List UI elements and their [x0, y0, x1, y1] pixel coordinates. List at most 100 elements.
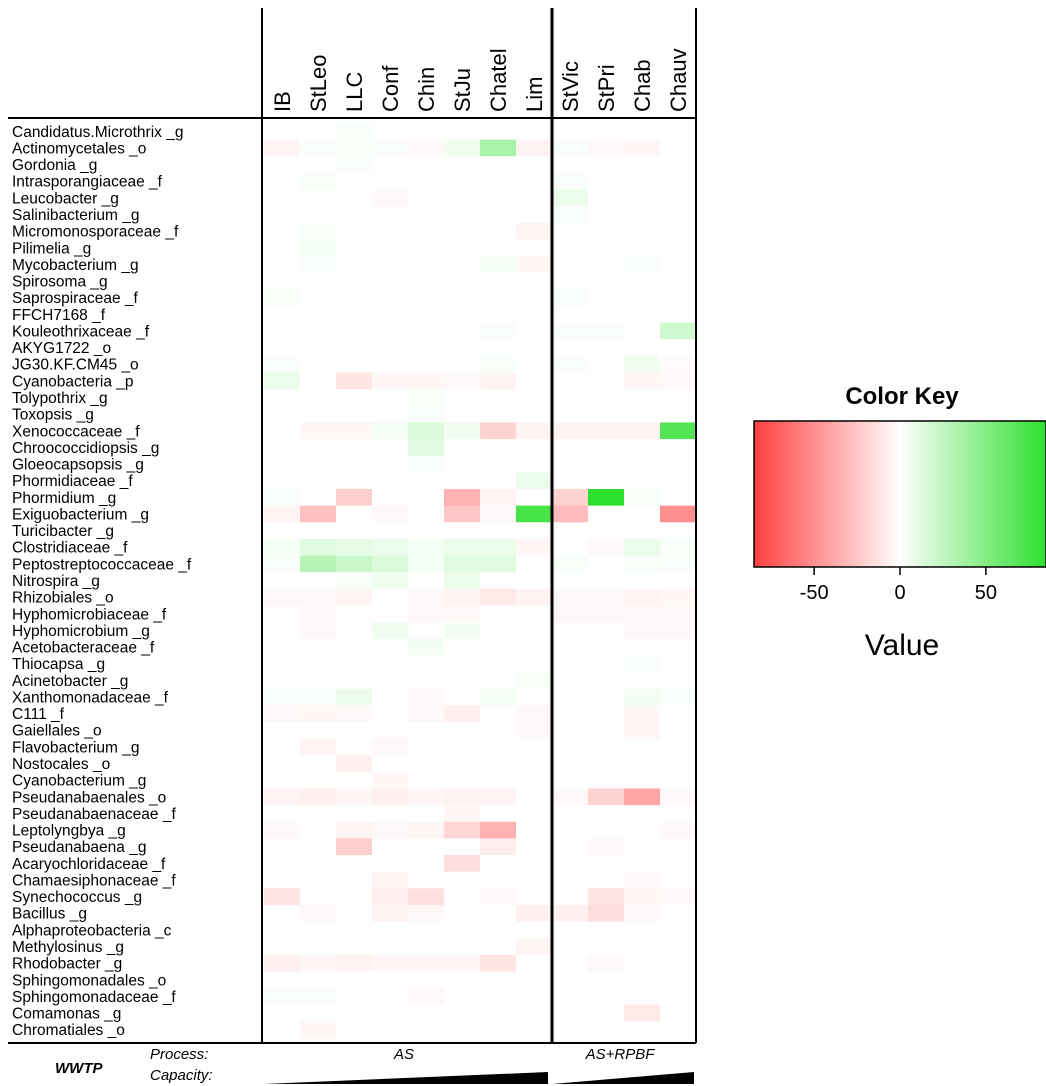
capacity-label: Capacity:	[150, 1067, 213, 1084]
heatmap-cell	[624, 206, 661, 224]
heatmap-cell	[624, 422, 661, 440]
heatmap-cell	[480, 588, 517, 606]
heatmap-cell	[480, 355, 517, 374]
heatmap-cell	[588, 405, 625, 423]
heatmap-cell	[516, 422, 553, 440]
heatmap-cell	[408, 954, 445, 972]
heatmap-cell	[372, 738, 409, 756]
heatmap-cell	[516, 322, 553, 340]
heatmap-cell	[588, 422, 625, 440]
heatmap-cell	[480, 871, 517, 889]
heatmap-cell	[660, 272, 697, 290]
heatmap-cell	[408, 272, 445, 290]
heatmap-cell	[480, 605, 517, 623]
heatmap-cell	[516, 771, 553, 789]
heatmap-cell	[336, 788, 373, 806]
heatmap-cell	[300, 572, 337, 590]
heatmap-cell	[552, 655, 589, 673]
heatmap-cell	[516, 489, 553, 507]
heatmap-cell	[336, 172, 373, 191]
heatmap-cell	[624, 904, 661, 923]
heatmap-cell	[516, 605, 553, 623]
process-label: Process:	[150, 1046, 208, 1063]
heatmap-cell	[300, 1021, 337, 1039]
heatmap-cell	[264, 688, 301, 706]
color-key-xlabel: Value	[865, 629, 940, 662]
heatmap-cell	[624, 805, 661, 823]
heatmap-cell	[336, 904, 373, 923]
heatmap-cell	[300, 888, 337, 906]
heatmap-cell	[264, 322, 301, 340]
heatmap-cell	[660, 1021, 697, 1039]
heatmap-cell	[408, 505, 445, 523]
heatmap-cell	[408, 688, 445, 706]
heatmap-cell	[624, 605, 661, 623]
heatmap-cell	[624, 921, 661, 939]
heatmap-cell	[516, 638, 553, 656]
heatmap-cell	[444, 622, 481, 640]
heatmap-cell	[624, 389, 661, 407]
heatmap-cell	[408, 256, 445, 274]
heatmap-cell	[516, 172, 553, 191]
heatmap-cell	[480, 738, 517, 756]
heatmap-cell	[480, 904, 517, 923]
heatmap-cell	[264, 788, 301, 806]
color-key: Color Key -50 0 50 Value	[753, 383, 1046, 662]
heatmap-cell	[516, 555, 553, 573]
heatmap-cell	[336, 489, 373, 507]
heatmap-cell	[300, 821, 337, 839]
heatmap-cell	[588, 489, 625, 507]
heatmap-cell	[624, 156, 661, 174]
heatmap-cell	[408, 189, 445, 207]
heatmap-cell	[624, 489, 661, 507]
heatmap-cell	[264, 472, 301, 490]
heatmap-cell	[408, 788, 445, 806]
heatmap-cell	[588, 572, 625, 590]
heatmap-cells	[264, 123, 697, 1039]
heatmap-cell	[336, 688, 373, 706]
heatmap-cell	[372, 439, 409, 457]
heatmap-cell	[552, 755, 589, 773]
heatmap-cell	[624, 572, 661, 590]
heatmap-cell	[264, 838, 301, 856]
heatmap-cell	[516, 655, 553, 673]
heatmap-cell	[480, 938, 517, 956]
heatmap-cell	[552, 788, 589, 806]
heatmap-cell	[300, 405, 337, 423]
heatmap-cell	[516, 289, 553, 307]
heatmap-cell	[300, 389, 337, 407]
capacity-wedge-as	[264, 1072, 548, 1084]
heatmap-cell	[624, 588, 661, 606]
heatmap-cell	[300, 222, 337, 240]
heatmap-cell	[660, 755, 697, 773]
heatmap-cell	[480, 405, 517, 423]
heatmap-cell	[624, 123, 661, 141]
heatmap-cell	[408, 622, 445, 640]
heatmap-cell	[444, 655, 481, 673]
heatmap-cell	[336, 455, 373, 473]
heatmap-cell	[660, 256, 697, 274]
heatmap-cell	[516, 688, 553, 706]
heatmap-cell	[300, 855, 337, 873]
heatmap-cell	[516, 123, 553, 141]
heatmap-cell	[480, 139, 517, 157]
heatmap-cell	[516, 405, 553, 423]
heatmap-cell	[444, 489, 481, 507]
heatmap-cell	[264, 904, 301, 923]
heatmap-cell	[408, 489, 445, 507]
heatmap-cell	[336, 638, 373, 656]
heatmap-cell	[588, 555, 625, 573]
heatmap-cell	[480, 272, 517, 290]
column-labels: IB StLeo LLC Conf Chin StJu Chatel Lim StVic StPr…	[270, 48, 691, 112]
row-labels: Candidatus.Microthrix _gActinomycetales …	[12, 124, 192, 1039]
row-label: Rhodobacter _g	[12, 956, 122, 973]
row-label: Gordonia _g	[12, 157, 97, 174]
heatmap-cell	[300, 622, 337, 640]
heatmap-cell	[336, 855, 373, 873]
row-label: Cyanobacteria _p	[12, 373, 134, 390]
row-label: Acaryochloridaceae _f	[12, 856, 166, 873]
heatmap-cell	[264, 605, 301, 623]
heatmap-cell	[372, 605, 409, 623]
heatmap-cell	[372, 272, 409, 290]
